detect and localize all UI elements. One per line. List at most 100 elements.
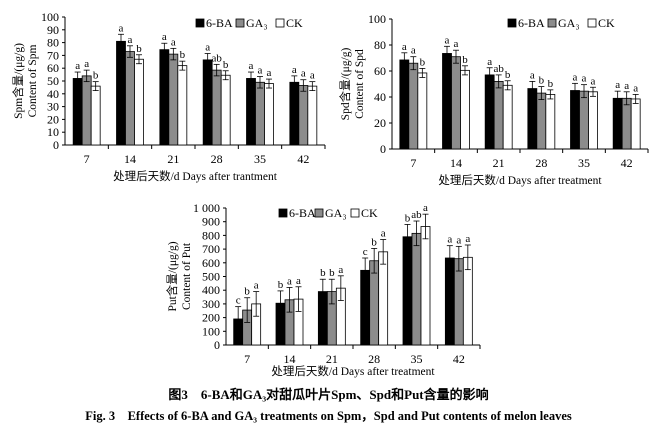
- bar-6BA-35: [570, 90, 580, 150]
- legend-label: 6-BA: [289, 206, 316, 220]
- y-tick-label: 80: [47, 36, 59, 50]
- y-tick-label: 700: [202, 242, 220, 256]
- significance-letter: b: [462, 54, 468, 66]
- legend-label: CK: [286, 16, 303, 30]
- legend-label: GA₃: [558, 16, 580, 30]
- y-tick-label: 50: [47, 74, 59, 88]
- significance-letter: b: [180, 49, 186, 61]
- legend-label: CK: [598, 16, 615, 30]
- x-tick-label: 14: [124, 152, 136, 166]
- legend-swatch: [350, 208, 360, 218]
- significance-letter: a: [301, 68, 306, 80]
- y-tick-label: 300: [202, 297, 220, 311]
- significance-letter: b: [244, 286, 250, 298]
- y-axis-title-cn: Put含量/(μg/g): [165, 241, 179, 311]
- x-tick-label: 42: [297, 152, 309, 166]
- significance-letter: ab: [493, 63, 504, 75]
- significance-letter: a: [171, 36, 176, 48]
- significance-letter: b: [93, 70, 99, 82]
- bar-GA-35: [579, 90, 589, 150]
- bar-CK-35: [264, 83, 274, 146]
- bar-6BA-42: [612, 97, 623, 150]
- x-tick-label: 42: [621, 156, 633, 170]
- x-tick-label: 14: [450, 156, 462, 170]
- bar-CK-28: [545, 94, 556, 150]
- x-tick-label: 28: [535, 156, 547, 170]
- significance-letter: a: [162, 31, 167, 43]
- x-tick-label: 35: [578, 156, 590, 170]
- x-axis-title: 处理后天数/d Days after trantment: [113, 169, 278, 183]
- significance-letter: a: [338, 264, 343, 276]
- significance-letter: a: [447, 234, 452, 246]
- bar-GA-7: [81, 75, 92, 146]
- significance-letter: a: [249, 60, 254, 72]
- y-tick-label: 40: [47, 87, 59, 101]
- y-tick-label: 900: [202, 215, 220, 229]
- significance-letter: b: [548, 78, 554, 90]
- legend-swatch: [507, 18, 517, 28]
- x-tick-label: 21: [167, 152, 179, 166]
- x-tick-label: 7: [84, 152, 90, 166]
- y-axis-title-cn: Spm含量/(μg/g): [11, 43, 25, 119]
- bar-CK-35: [588, 91, 598, 150]
- bar-CK-35: [420, 226, 431, 346]
- significance-letter: a: [287, 275, 292, 287]
- bar-CK-42: [307, 85, 318, 146]
- legend-swatch: [195, 18, 205, 28]
- bar-CK-42: [630, 98, 641, 150]
- bar-GA-42: [453, 258, 464, 346]
- significance-letter: c: [236, 295, 241, 307]
- significance-letter: a: [119, 22, 124, 34]
- significance-letter: a: [292, 64, 297, 76]
- bar-6BA-28: [527, 88, 538, 150]
- significance-letter: a: [624, 80, 629, 92]
- bar-GA-14: [125, 51, 135, 146]
- significance-letter: ab: [411, 209, 422, 221]
- significance-letter: b: [329, 267, 335, 279]
- y-tick-label: 100: [202, 324, 220, 338]
- significance-letter: a: [454, 38, 459, 50]
- y-tick-label: 30: [47, 100, 59, 114]
- bar-CK-14: [134, 58, 144, 146]
- significance-letter: a: [296, 275, 301, 287]
- bar-GA-42: [298, 85, 309, 146]
- significance-letter: a: [423, 202, 428, 214]
- legend-swatch: [547, 18, 557, 28]
- bar-6BA-7: [72, 78, 83, 146]
- significance-letter: a: [633, 82, 638, 94]
- legend-label: GA₃: [246, 16, 268, 30]
- y-tick-label: 90: [47, 23, 59, 37]
- x-tick-label: 35: [411, 352, 423, 366]
- y-axis-title-en: Content of Spm: [27, 45, 39, 118]
- bar-GA-14: [451, 56, 461, 150]
- legend-swatch: [278, 208, 288, 218]
- significance-letter: b: [505, 69, 511, 81]
- significance-letter: b: [136, 43, 142, 55]
- x-tick-label: 28: [211, 152, 223, 166]
- legend-swatch: [275, 18, 285, 28]
- bar-CK-42: [462, 256, 473, 346]
- legend-label: CK: [361, 206, 378, 220]
- y-tick-label: 0: [214, 338, 220, 352]
- significance-letter: a: [530, 69, 535, 81]
- significance-letter: b: [420, 56, 426, 68]
- significance-letter: a: [402, 41, 407, 53]
- significance-letter: a: [310, 70, 315, 82]
- x-tick-label: 14: [284, 352, 296, 366]
- significance-letter: a: [591, 75, 596, 87]
- significance-letter: a: [582, 73, 587, 85]
- bar-GA-35: [411, 232, 422, 346]
- y-tick-label: 800: [202, 228, 220, 242]
- bar-GA-28: [211, 69, 222, 146]
- x-tick-label: 28: [368, 352, 380, 366]
- bar-CK-28: [378, 251, 389, 346]
- significance-letter: a: [75, 60, 80, 72]
- figure-caption-english: Fig. 3 Effects of 6-BA and GA₃ treatment…: [85, 409, 572, 423]
- y-tick-label: 70: [47, 48, 59, 62]
- bar-CK-7: [90, 85, 101, 146]
- x-tick-label: 21: [493, 156, 505, 170]
- significance-letter: a: [254, 280, 259, 292]
- significance-letter: a: [205, 41, 210, 53]
- y-tick-label: 60: [47, 61, 59, 75]
